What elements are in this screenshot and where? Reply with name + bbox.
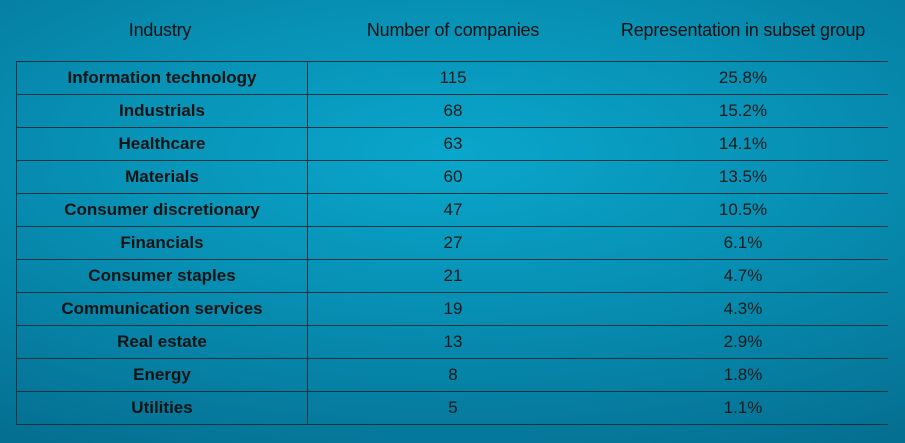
table-body: Information technology 115 25.8% Industrial… (16, 61, 888, 425)
industry-cell: Utilities (16, 391, 308, 425)
table-row: Real estate 13 2.9% (16, 325, 888, 359)
industry-cell: Materials (16, 160, 308, 194)
representation-cell: 4.3% (598, 292, 888, 326)
company-count-cell: 47 (307, 193, 598, 227)
table-header: Industry Number of companies Representat… (0, 0, 905, 62)
company-count-cell: 13 (307, 325, 598, 359)
table-row: Information technology 115 25.8% (16, 61, 888, 95)
header-representation: Representation in subset group (620, 20, 866, 40)
representation-cell: 4.7% (598, 259, 888, 293)
table-row: Financials 27 6.1% (16, 226, 888, 260)
representation-cell: 1.1% (598, 391, 888, 425)
company-count-cell: 19 (307, 292, 598, 326)
header-industry: Industry (128, 20, 192, 40)
table-row: Healthcare 63 14.1% (16, 127, 888, 161)
representation-cell: 6.1% (598, 226, 888, 260)
company-count-cell: 115 (307, 61, 598, 95)
table-row: Consumer staples 21 4.7% (16, 259, 888, 293)
representation-cell: 2.9% (598, 325, 888, 359)
industry-cell: Industrials (16, 94, 308, 128)
representation-cell: 13.5% (598, 160, 888, 194)
table-row: Materials 60 13.5% (16, 160, 888, 194)
representation-cell: 25.8% (598, 61, 888, 95)
representation-cell: 1.8% (598, 358, 888, 392)
company-count-cell: 63 (307, 127, 598, 161)
table-row: Energy 8 1.8% (16, 358, 888, 392)
industry-cell: Communication services (16, 292, 308, 326)
company-count-cell: 21 (307, 259, 598, 293)
company-count-cell: 5 (307, 391, 598, 425)
industry-table: Information technology 115 25.8% Industrial… (16, 61, 888, 425)
table-row: Consumer discretionary 47 10.5% (16, 193, 888, 227)
industry-cell: Financials (16, 226, 308, 260)
company-count-cell: 8 (307, 358, 598, 392)
table-row: Industrials 68 15.2% (16, 94, 888, 128)
header-number-of-companies: Number of companies (366, 20, 540, 40)
industry-cell: Energy (16, 358, 308, 392)
table-row: Communication services 19 4.3% (16, 292, 888, 326)
industry-cell: Real estate (16, 325, 308, 359)
representation-cell: 15.2% (598, 94, 888, 128)
company-count-cell: 27 (307, 226, 598, 260)
industry-cell: Healthcare (16, 127, 308, 161)
company-count-cell: 68 (307, 94, 598, 128)
table-row: Utilities 5 1.1% (16, 391, 888, 425)
representation-cell: 14.1% (598, 127, 888, 161)
industry-cell: Consumer discretionary (16, 193, 308, 227)
industry-cell: Consumer staples (16, 259, 308, 293)
company-count-cell: 60 (307, 160, 598, 194)
industry-cell: Information technology (16, 61, 308, 95)
representation-cell: 10.5% (598, 193, 888, 227)
